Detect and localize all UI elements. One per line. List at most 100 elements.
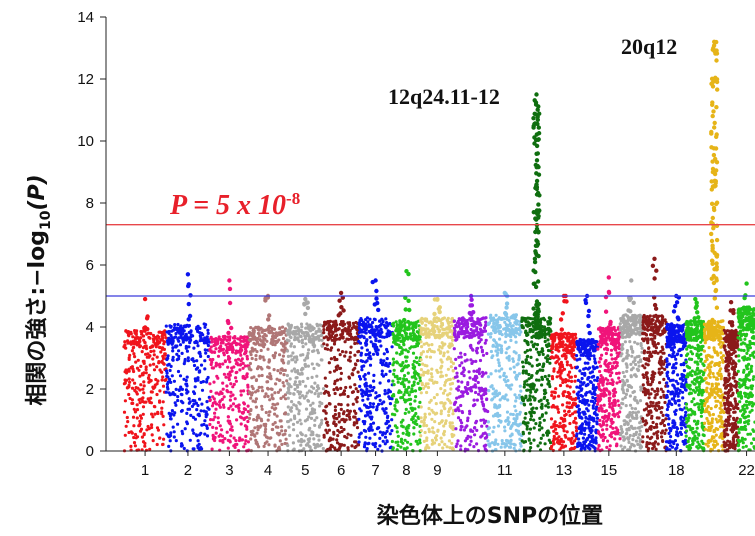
threshold-label: P = 5 x 10-8 xyxy=(169,189,300,221)
chromosome-16-points xyxy=(618,278,644,453)
chromosome-6-points xyxy=(322,290,361,453)
chromosome-11-points xyxy=(486,290,524,453)
x-tick-label: 11 xyxy=(497,462,513,479)
chromosome-3-points xyxy=(208,278,251,453)
chromosome-22-scatter xyxy=(736,306,755,453)
chromosome-20-peak xyxy=(709,39,720,323)
y-tick-label: 2 xyxy=(86,381,94,398)
y-tick-label: 10 xyxy=(77,133,94,150)
chromosome-13-points xyxy=(549,293,579,453)
chromosome-18-peak xyxy=(671,293,681,322)
chromosome-21-scatter xyxy=(722,328,740,453)
chromosome-21-points xyxy=(722,300,740,453)
chromosome-13-scatter xyxy=(549,331,579,453)
x-tick-label: 7 xyxy=(371,462,379,479)
y-axis-label: 相関の強さ:−log10(P) xyxy=(24,174,54,405)
chromosome-21-peak xyxy=(727,300,736,328)
chromosome-1-peak xyxy=(142,296,150,333)
x-tick-label: 15 xyxy=(601,462,618,479)
chromosome-7-scatter xyxy=(357,316,394,453)
chromosome-9-peak xyxy=(432,296,442,317)
chromosome-2-scatter xyxy=(164,322,212,453)
chromosome-16-scatter xyxy=(618,313,644,453)
chromosome-4-scatter xyxy=(247,325,289,453)
chromosome-8-peak xyxy=(402,269,412,323)
chromosome-10-points xyxy=(452,293,490,453)
x-axis-label: 染色体上のSNPの位置 xyxy=(377,503,603,529)
threshold-label-text: P = 5 x 10 xyxy=(169,190,286,221)
chromosome-17-points xyxy=(641,256,669,453)
chromosome-14-points xyxy=(575,293,600,453)
chromosome-1-points xyxy=(122,296,168,453)
x-tick-label: 3 xyxy=(225,462,233,479)
chromosome-4-peak xyxy=(263,293,272,330)
chromosome-17-scatter xyxy=(641,313,669,453)
x-tick-label: 4 xyxy=(264,462,272,479)
chromosome-19-points xyxy=(684,296,706,453)
x-tick-label: 5 xyxy=(301,462,309,479)
chromosome-10-scatter xyxy=(452,316,490,453)
x-tick-label: 9 xyxy=(433,462,441,479)
chromosome-5-scatter xyxy=(285,322,326,453)
chromosome-17-peak xyxy=(650,256,659,311)
y-axis-label-main: 相関の強さ:−log xyxy=(24,230,50,406)
chromosome-4-points xyxy=(247,293,289,453)
chromosome-19-scatter xyxy=(684,319,706,453)
y-tick-label: 6 xyxy=(86,257,94,274)
chromosome-12-points xyxy=(520,92,553,453)
x-tick-label: 6 xyxy=(337,462,345,479)
x-tick-label: 8 xyxy=(402,462,410,479)
chromosome-14-scatter xyxy=(575,337,600,453)
x-tick-label: 13 xyxy=(556,462,573,479)
y-tick-label: 8 xyxy=(86,195,94,212)
x-axis: 1 2 3 4 5 6 7 8 9 11 13 15 18 22 xyxy=(106,450,755,479)
chromosome-13-peak xyxy=(558,293,569,332)
x-tick-label: 1 xyxy=(141,462,149,479)
chromosome-2-points xyxy=(164,272,212,453)
annotation-20q12: 20q12 xyxy=(621,34,677,59)
chromosome-8-scatter xyxy=(390,319,423,453)
x-tick-label: 18 xyxy=(668,462,685,479)
chromosome-11-scatter xyxy=(486,313,524,453)
chromosome-3-peak xyxy=(225,278,234,336)
chromosome-2-peak xyxy=(185,272,193,322)
chromosome-10-peak xyxy=(467,293,476,317)
x-tick-label: 2 xyxy=(184,462,192,479)
x-tick-label: 22 xyxy=(738,462,755,479)
chromosome-15-points xyxy=(596,275,622,453)
chromosome-6-scatter xyxy=(322,319,361,453)
chromosome-5-peak xyxy=(302,296,311,317)
y-tick-label: 4 xyxy=(86,319,94,336)
y-tick-label: 12 xyxy=(77,71,94,88)
chromosome-9-points xyxy=(419,296,456,451)
y-axis: 0 2 4 6 8 10 12 14 xyxy=(77,9,107,460)
chromosome-14-peak xyxy=(583,293,592,336)
chromosome-1-scatter xyxy=(122,329,168,453)
chromosome-15-peak xyxy=(603,275,613,327)
chromosome-19-peak xyxy=(692,296,701,321)
chromosome-12-peak xyxy=(531,92,542,319)
threshold-label-exponent: -8 xyxy=(286,189,300,208)
chromosome-18-points xyxy=(664,293,688,453)
y-axis-label-tail: (P) xyxy=(25,174,50,210)
y-axis-label-subscript: 10 xyxy=(38,210,54,230)
y-tick-label: 0 xyxy=(86,443,94,460)
y-tick-label: 14 xyxy=(77,9,94,26)
chromosome-18-scatter xyxy=(664,322,688,453)
chromosome-6-peak xyxy=(336,290,346,318)
chromosome-3-scatter xyxy=(208,334,251,453)
chromosome-9-scatter xyxy=(419,316,456,451)
annotation-12q24: 12q24.11-12 xyxy=(388,84,500,109)
chromosome-8-points xyxy=(390,269,423,453)
chromosome-20-points xyxy=(702,39,726,453)
chromosome-20-scatter xyxy=(702,319,726,453)
chromosome-7-points xyxy=(357,278,394,453)
chromosome-12-scatter xyxy=(520,316,553,453)
chromosome-22-points xyxy=(736,281,755,453)
plot-area xyxy=(106,39,755,453)
chromosome-5-points xyxy=(285,296,326,453)
chromosome-15-scatter xyxy=(596,325,622,453)
chromosome-16-peak xyxy=(626,278,636,314)
